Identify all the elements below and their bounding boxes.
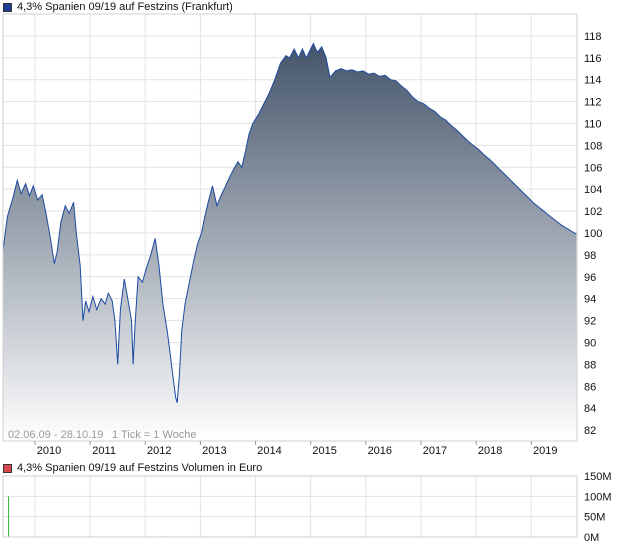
volume-plot-frame: [2, 475, 578, 538]
volume-y-tick-label: 50M: [584, 512, 605, 524]
price-y-tick-label: 82: [584, 425, 596, 437]
price-x-tick-label: 2017: [423, 445, 447, 457]
price-y-tick-label: 110: [584, 118, 602, 130]
price-x-tick-label: 2013: [202, 445, 226, 457]
price-y-tick-label: 116: [584, 53, 602, 65]
price-legend: 4,3% Spanien 09/19 auf Festzins (Frankfu…: [3, 0, 233, 14]
price-x-axis: 2010 2011 2012 2013 2014 2015 2016 2017 2018 2019: [34, 441, 557, 457]
price-y-tick-label: 102: [584, 206, 602, 218]
price-y-tick-label: 100: [584, 228, 602, 240]
volume-bar: [8, 496, 10, 537]
price-y-tick-label: 94: [584, 294, 596, 306]
price-y-tick-label: 92: [584, 316, 596, 328]
volume-legend: 4,3% Spanien 09/19 auf Festzins Volumen …: [3, 461, 262, 475]
volume-y-tick-label: 0M: [584, 532, 599, 544]
price-plot-frame: [2, 13, 578, 442]
price-area: [3, 43, 577, 441]
price-y-tick-label: 108: [584, 140, 602, 152]
volume-grid: [3, 475, 577, 538]
price-x-tick-label: 2014: [257, 445, 281, 457]
price-legend-swatch: [3, 2, 12, 12]
price-y-tick-label: 96: [584, 272, 596, 284]
price-x-tick-label: 2019: [533, 445, 557, 457]
price-x-tick-label: 2011: [92, 445, 116, 457]
price-legend-label: 4,3% Spanien 09/19 auf Festzins (Frankfu…: [17, 1, 233, 13]
price-y-tick-label: 112: [584, 97, 602, 109]
price-y-tick-label: 98: [584, 250, 596, 262]
price-y-tick-label: 106: [584, 162, 602, 174]
price-y-tick-label: 86: [584, 381, 596, 393]
price-x-tick-label: 2016: [368, 445, 392, 457]
price-x-tick-label: 2010: [37, 445, 61, 457]
price-y-tick-label: 88: [584, 359, 596, 371]
volume-legend-swatch: [3, 463, 12, 473]
price-y-tick-label: 104: [584, 184, 602, 196]
price-y-tick-label: 114: [584, 75, 602, 87]
volume-legend-label: 4,3% Spanien 09/19 auf Festzins Volumen …: [17, 462, 263, 474]
volume-y-tick-label: 150M: [584, 471, 612, 483]
price-x-tick-label: 2018: [478, 445, 502, 457]
volume-y-axis: 0M 50M 100M 150M: [584, 471, 612, 544]
price-y-axis: 82 84 86 88 90 92 94 96 98 100 102 104 106 108 110 112 1…: [584, 31, 602, 437]
tick-info: 1 Tick = 1 Woche: [112, 429, 196, 441]
volume-y-tick-label: 100M: [584, 491, 612, 503]
price-y-tick-label: 90: [584, 337, 596, 349]
price-x-tick-label: 2015: [312, 445, 336, 457]
date-range-info: 02.06.09 - 28.10.19: [8, 429, 103, 441]
price-x-tick-label: 2012: [147, 445, 171, 457]
price-line: [2, 42, 577, 403]
price-y-tick-label: 84: [584, 403, 596, 415]
price-y-tick-label: 118: [584, 31, 602, 43]
